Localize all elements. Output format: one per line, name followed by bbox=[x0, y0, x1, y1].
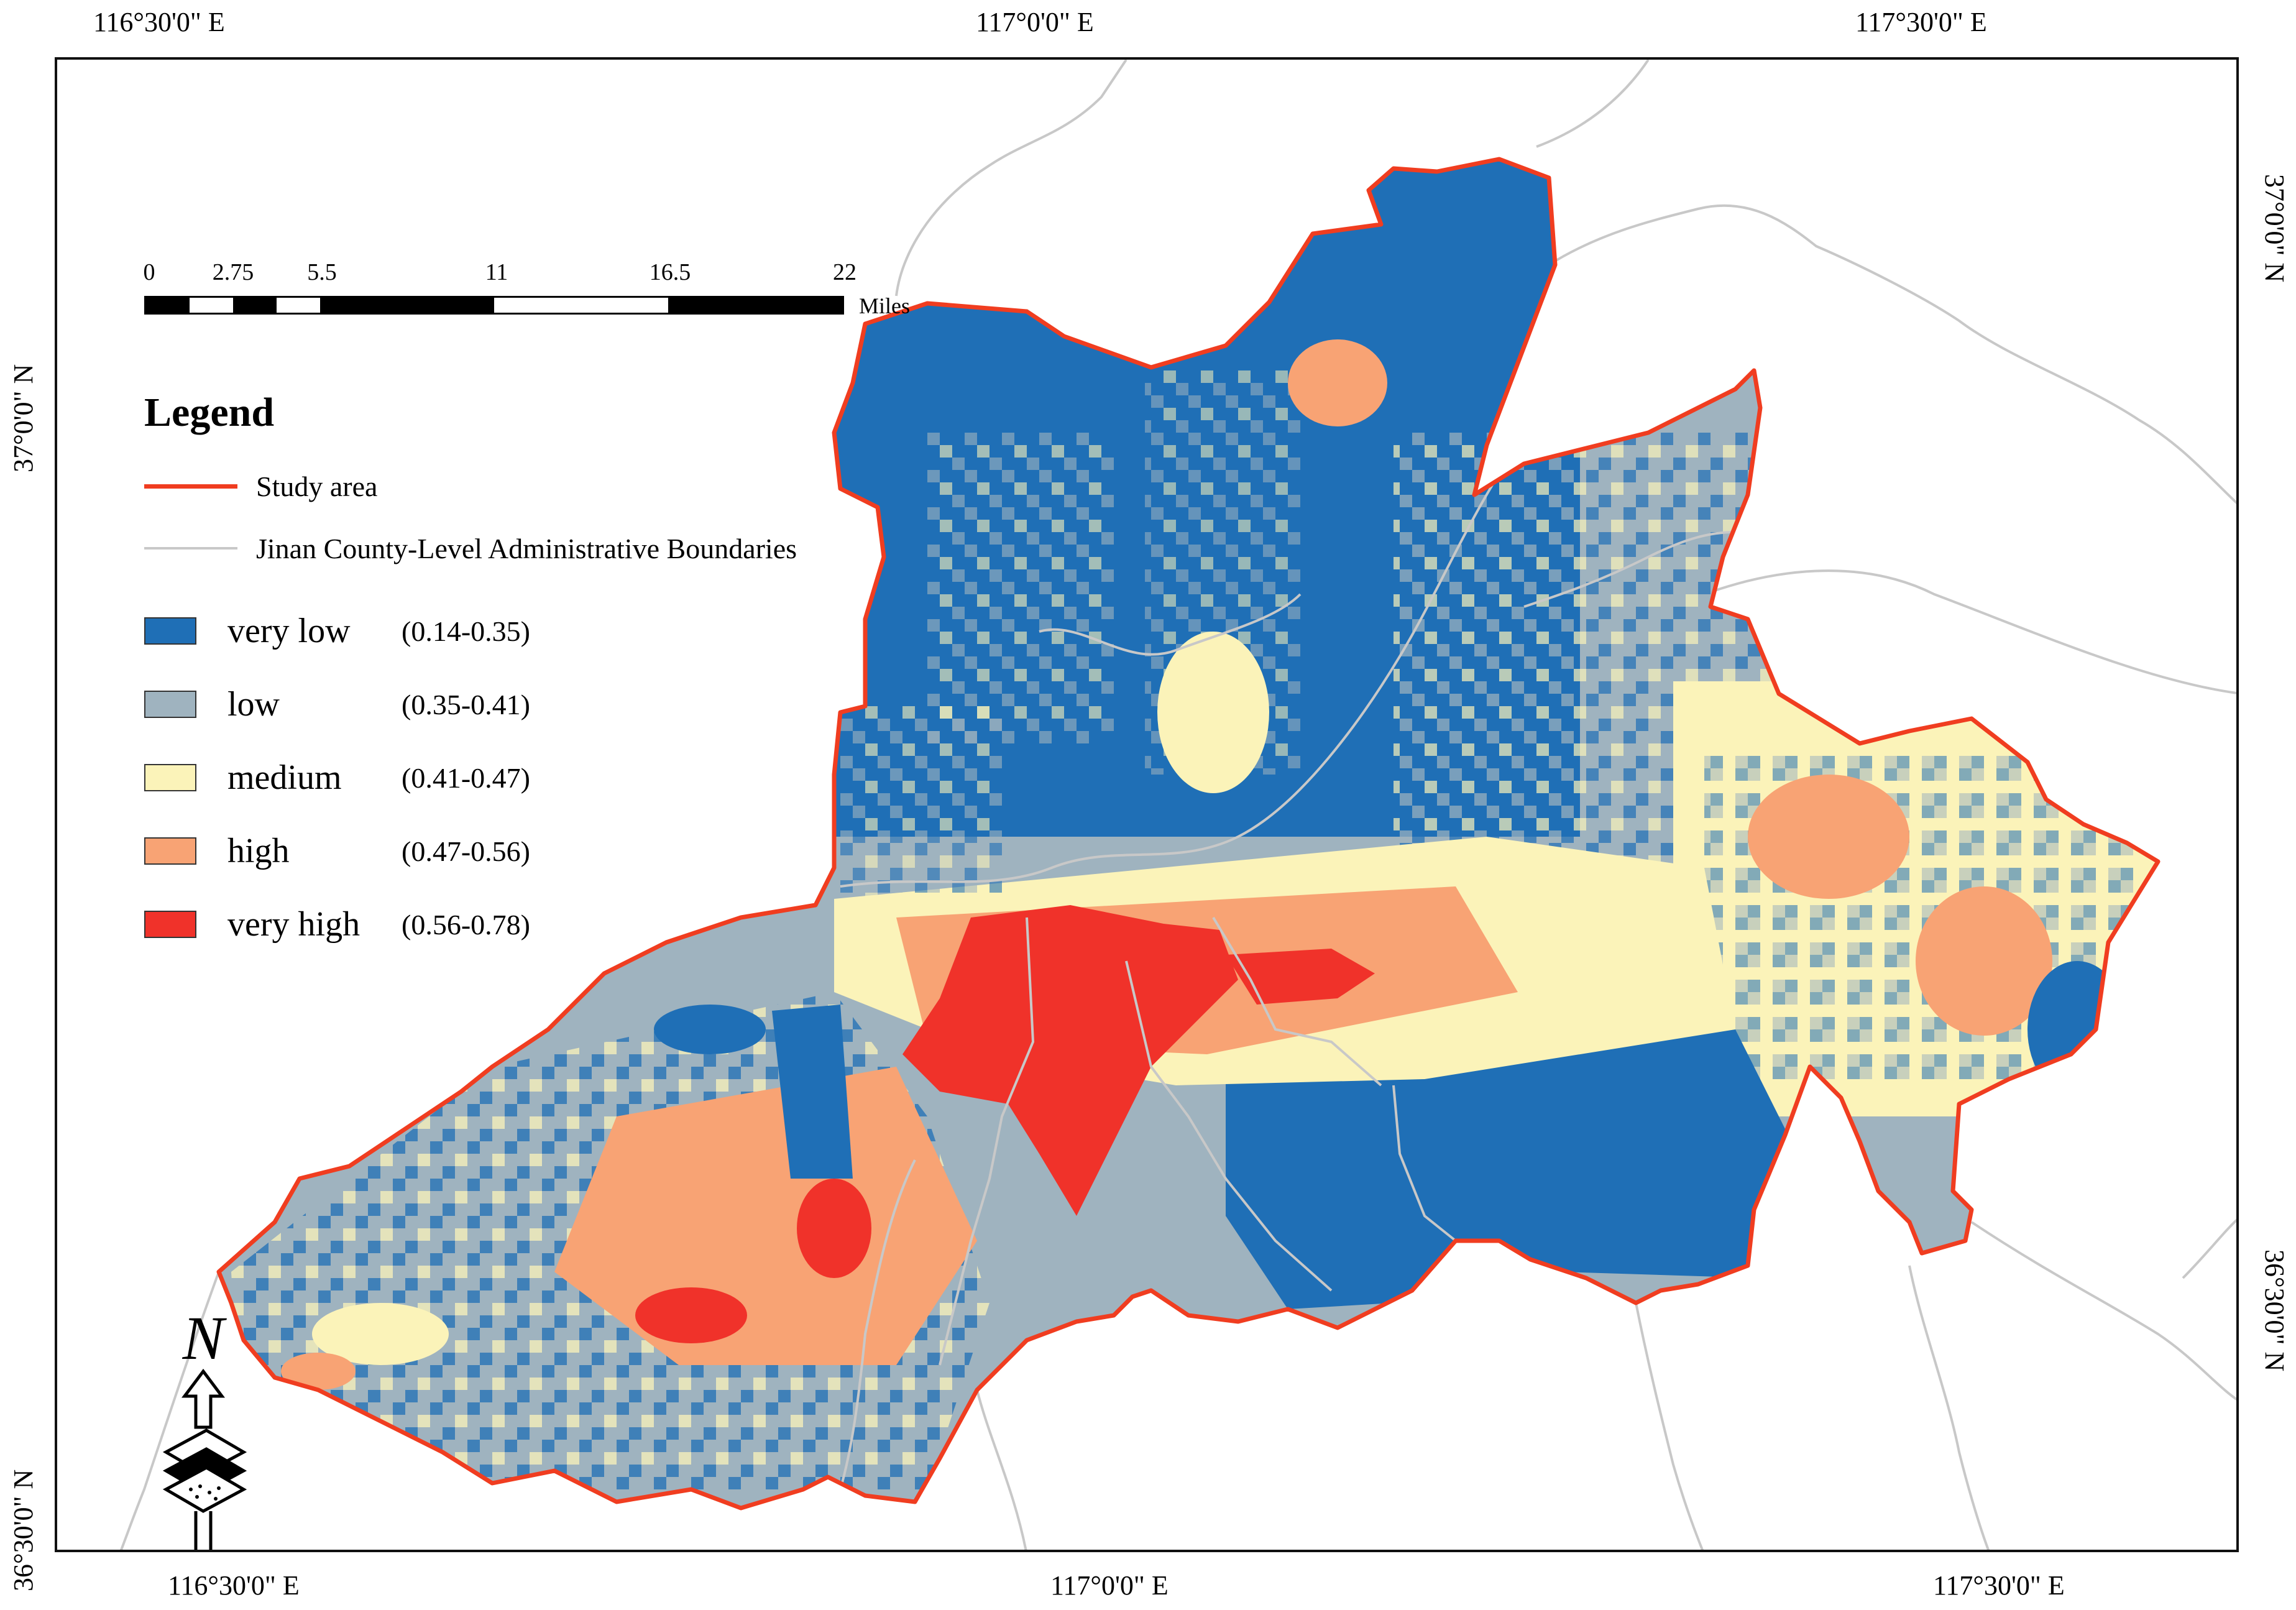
scale-tick-label: 16.5 bbox=[649, 259, 691, 285]
north-arrow-label: N bbox=[182, 1304, 227, 1373]
graticule-top-label: 116°30'0" E bbox=[93, 7, 225, 37]
outer-admin-boundaries bbox=[119, 60, 2236, 1550]
graticule-top-label: 117°30'0" E bbox=[1855, 7, 1987, 37]
legend-class-item: high (0.47-0.56) bbox=[144, 814, 952, 888]
scale-tick-label: 2.75 bbox=[212, 259, 254, 285]
inner-admin-boundaries bbox=[839, 462, 1736, 1490]
north-arrow-icon: N bbox=[162, 1304, 247, 1550]
graticule-bottom-label: 117°0'0" E bbox=[1050, 1570, 1169, 1601]
admin-boundary-swatch bbox=[144, 547, 237, 550]
scale-bar: 0 2.75 5.5 11 16.5 22 Miles bbox=[144, 259, 927, 327]
graticule-top-label: 117°0'0" E bbox=[976, 7, 1094, 37]
legend-class-name: medium bbox=[227, 758, 342, 797]
legend-line-label: Study area bbox=[256, 470, 378, 502]
scale-strip bbox=[144, 296, 844, 315]
legend-class-name: very high bbox=[227, 905, 360, 944]
graticule-right-label: 36°30'0" N bbox=[2259, 1249, 2290, 1372]
graticule-left-label: 36°30'0" N bbox=[8, 1469, 39, 1591]
map-frame: 0 2.75 5.5 11 16.5 22 Miles Legend Study bbox=[55, 57, 2239, 1552]
map-canvas bbox=[119, 60, 2236, 1550]
legend-class-item: very low (0.14-0.35) bbox=[144, 594, 952, 668]
legend-line-item: Study area bbox=[144, 455, 952, 517]
scale-units: Miles bbox=[859, 293, 911, 318]
legend-title: Legend bbox=[144, 390, 275, 435]
study-area-swatch bbox=[144, 484, 237, 489]
legend-class-range: (0.56-0.78) bbox=[402, 908, 530, 941]
scale-tick-label: 22 bbox=[833, 259, 856, 285]
legend-swatch bbox=[144, 691, 196, 718]
graticule-right-label: 37°0'0" N bbox=[2259, 174, 2290, 283]
legend-class-item: very high (0.56-0.78) bbox=[144, 888, 952, 961]
legend-swatch bbox=[144, 617, 196, 645]
legend-class-range: (0.35-0.41) bbox=[402, 688, 530, 720]
legend-line-label: Jinan County-Level Administrative Bounda… bbox=[256, 532, 797, 564]
legend-class-range: (0.41-0.47) bbox=[402, 761, 530, 794]
study-area-outline bbox=[216, 157, 2161, 1511]
legend-swatch bbox=[144, 764, 196, 791]
legend-class-item: medium (0.41-0.47) bbox=[144, 741, 952, 814]
graticule-bottom-label: 117°30'0" E bbox=[1933, 1570, 2065, 1601]
legend-class-name: high bbox=[227, 832, 290, 870]
legend-class-name: very low bbox=[227, 612, 351, 650]
graticule-left-label: 37°0'0" N bbox=[8, 364, 39, 472]
legend-swatch bbox=[144, 911, 196, 938]
legend-class-item: low (0.35-0.41) bbox=[144, 668, 952, 741]
legend-class-range: (0.47-0.56) bbox=[402, 835, 530, 867]
legend-swatch bbox=[144, 837, 196, 865]
legend-class-name: low bbox=[227, 685, 280, 724]
legend: Legend Study area Jinan County-Level Adm… bbox=[144, 389, 952, 961]
legend-line-item: Jinan County-Level Administrative Bounda… bbox=[144, 517, 952, 579]
graticule-bottom-label: 116°30'0" E bbox=[168, 1570, 300, 1601]
scale-tick-label: 11 bbox=[485, 259, 508, 285]
legend-class-range: (0.14-0.35) bbox=[402, 615, 530, 647]
scale-tick-label: 5.5 bbox=[307, 259, 337, 285]
scale-tick-label: 0 bbox=[143, 259, 155, 285]
